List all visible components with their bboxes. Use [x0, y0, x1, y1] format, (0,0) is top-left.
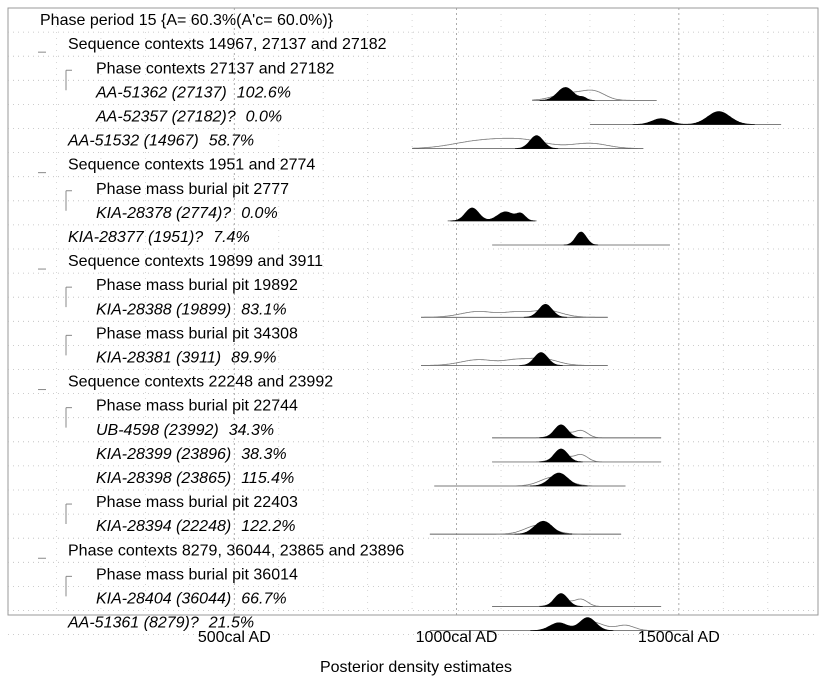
- row-label: KIA-28378 (2774)? 0.0%: [96, 205, 278, 222]
- x-tick-label: 500cal AD: [198, 629, 271, 646]
- row-label: KIA-28398 (23865) 115.4%: [96, 470, 294, 487]
- row-label: Phase contexts 8279, 36044, 23865 and 23…: [68, 542, 404, 559]
- agreement-index: 7.4%: [213, 229, 249, 246]
- row-label: Phase mass burial pit 2777: [96, 181, 289, 198]
- x-tick-label: 1500cal AD: [638, 629, 720, 646]
- posterior-distribution: [539, 424, 583, 439]
- agreement-index: 115.4%: [241, 470, 294, 487]
- agreement-index: 58.7%: [209, 133, 254, 150]
- row-label: Sequence contexts 19899 and 3911: [68, 253, 323, 270]
- row-label: KIA-28388 (19899) 83.1%: [96, 301, 287, 318]
- prior-distribution: [492, 454, 662, 463]
- plot-frame: [7, 7, 819, 616]
- x-axis-title: Posterior density estimates: [320, 659, 512, 676]
- posterior-distribution: [519, 352, 563, 366]
- agreement-index: 21.5%: [208, 615, 254, 632]
- agreement-index: 34.3%: [229, 422, 274, 439]
- x-tick-label: 1000cal AD: [416, 629, 498, 646]
- posterior-distribution: [539, 448, 583, 463]
- row-label: Phase mass burial pit 22744: [96, 398, 298, 415]
- row-label: Sequence contexts 14967, 27137 and 27182: [68, 36, 387, 53]
- row-label: KIA-28399 (23896) 38.3%: [96, 446, 287, 463]
- posterior-distribution: [530, 617, 614, 631]
- row-label: UB-4598 (23992) 34.3%: [96, 422, 274, 439]
- row-label: Phase mass burial pit 36014: [96, 566, 298, 583]
- posterior-distribution: [530, 472, 588, 487]
- prior-distribution: [421, 357, 608, 366]
- posterior-distribution: [523, 303, 568, 318]
- row-label: KIA-28404 (36044) 66.7%: [96, 591, 287, 608]
- prior-distribution: [412, 137, 644, 149]
- row-label: Phase mass burial pit 22403: [96, 494, 298, 511]
- agreement-index: 102.6%: [237, 84, 291, 101]
- row-label: AA-52357 (27182)? 0.0%: [95, 109, 282, 126]
- posterior-distribution: [539, 593, 583, 607]
- row-label: Phase mass burial pit 34308: [96, 325, 298, 342]
- agreement-index: 66.7%: [241, 591, 286, 608]
- posterior-distribution: [450, 207, 536, 222]
- row-label: AA-51532 (14967) 58.7%: [67, 133, 254, 150]
- agreement-index: 0.0%: [246, 109, 282, 126]
- agreement-index: 122.2%: [241, 518, 295, 535]
- posterior-distribution: [632, 111, 755, 125]
- prior-distribution: [429, 524, 622, 535]
- row-label: Phase contexts 27137 and 27182: [96, 60, 335, 77]
- agreement-index: 38.3%: [241, 446, 286, 463]
- row-label: Phase period 15 {A= 60.3%(A'c= 60.0%)}: [40, 12, 334, 29]
- posterior-distribution: [563, 231, 599, 246]
- row-label: AA-51362 (27137) 102.6%: [95, 84, 291, 101]
- prior-distribution: [492, 429, 662, 439]
- posterior-distribution: [539, 87, 595, 101]
- prior-distribution: [492, 598, 662, 607]
- row-label: Sequence contexts 1951 and 2774: [68, 157, 315, 174]
- row-label: KIA-28394 (22248) 122.2%: [96, 518, 295, 535]
- row-label: Sequence contexts 22248 and 23992: [68, 374, 333, 391]
- posterior-distribution: [514, 520, 572, 535]
- row-label: Phase mass burial pit 19892: [96, 277, 298, 294]
- prior-distribution: [434, 476, 626, 487]
- posterior-distribution: [515, 135, 559, 149]
- agreement-index: 83.1%: [241, 301, 286, 318]
- row-label: KIA-28381 (3911) 89.9%: [96, 350, 277, 367]
- row-label: KIA-28377 (1951)? 7.4%: [68, 229, 250, 246]
- agreement-index: 89.9%: [231, 350, 276, 367]
- agreement-index: 0.0%: [241, 205, 277, 222]
- prior-distribution: [421, 309, 608, 318]
